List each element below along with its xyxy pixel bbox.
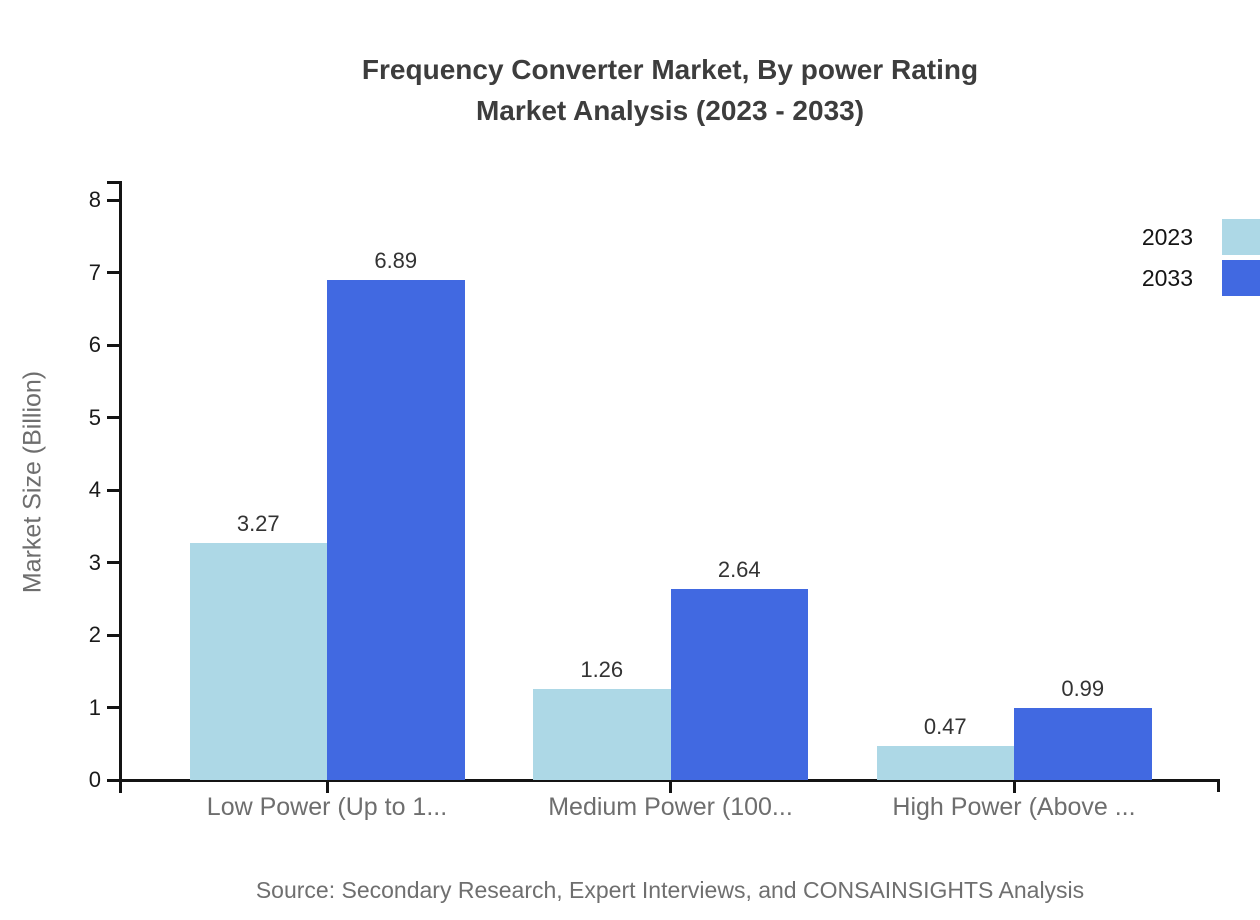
y-tick-mark [107,488,120,492]
bar-2033-category-3 [1014,708,1152,780]
y-tick-label: 4 [88,477,101,502]
y-tick-label: 3 [88,549,101,575]
y-tick-label: 7 [88,259,101,285]
y-tick-label: 8 [88,187,101,212]
y-tick-mark [107,416,120,419]
chart-title-line-2: Market Analysis (2023 - 2033) [475,95,865,126]
y-tick-mark [107,343,120,347]
y-tick-mark [107,198,120,202]
legend-swatch [1222,219,1260,255]
y-axis-line [118,181,122,793]
bar-value-label: 0.99 [1061,676,1105,702]
bar-2033-category-2 [670,588,808,780]
legend-swatch [1222,260,1260,296]
y-tick-label: 1 [88,694,101,720]
legend-label: 2023 [1141,223,1193,250]
y-tick-mark [107,633,120,637]
y-tick-label: 6 [88,332,101,357]
legend-label: 2033 [1141,264,1193,291]
y-tick-label: 5 [88,404,101,430]
bar-value-label: 3.27 [236,510,280,536]
x-axis-end-cap [1217,778,1220,792]
bar-2023-category-2 [533,688,671,780]
y-tick-mark [107,271,120,274]
legend: 2023 2033 [1039,219,1260,296]
y-tick-label: 0 [88,767,101,792]
x-tick-mark [1012,780,1016,793]
y-tick-mark [107,778,120,782]
y-axis-top-cap [107,181,120,184]
bar-value-label: 0.47 [923,713,967,739]
category-label: Medium Power (100... [548,793,793,821]
category-label: Low Power (Up to 1... [206,793,448,821]
bar-value-label: 6.89 [374,248,418,274]
y-tick-mark [107,706,120,709]
bar-2033-category-1 [327,280,465,780]
legend-item-2023: 2023 [1039,219,1260,255]
chart-title: Frequency Converter Market, By power Rat… [120,49,1220,131]
chart-title-line-1: Frequency Converter Market, By power Rat… [361,54,979,85]
category-label: High Power (Above ... [892,793,1136,821]
y-tick-mark [107,561,120,564]
x-tick-mark [669,780,672,793]
bar-value-label: 1.26 [580,656,624,682]
bar-2023-category-3 [876,745,1014,780]
x-tick-mark [325,780,329,793]
y-tick-label: 2 [88,622,101,647]
bar-value-label: 2.64 [717,556,761,582]
source-note: Source: Secondary Research, Expert Inter… [255,877,1085,903]
legend-item-2033: 2033 [1039,260,1260,296]
bar-2023-category-1 [189,542,327,780]
